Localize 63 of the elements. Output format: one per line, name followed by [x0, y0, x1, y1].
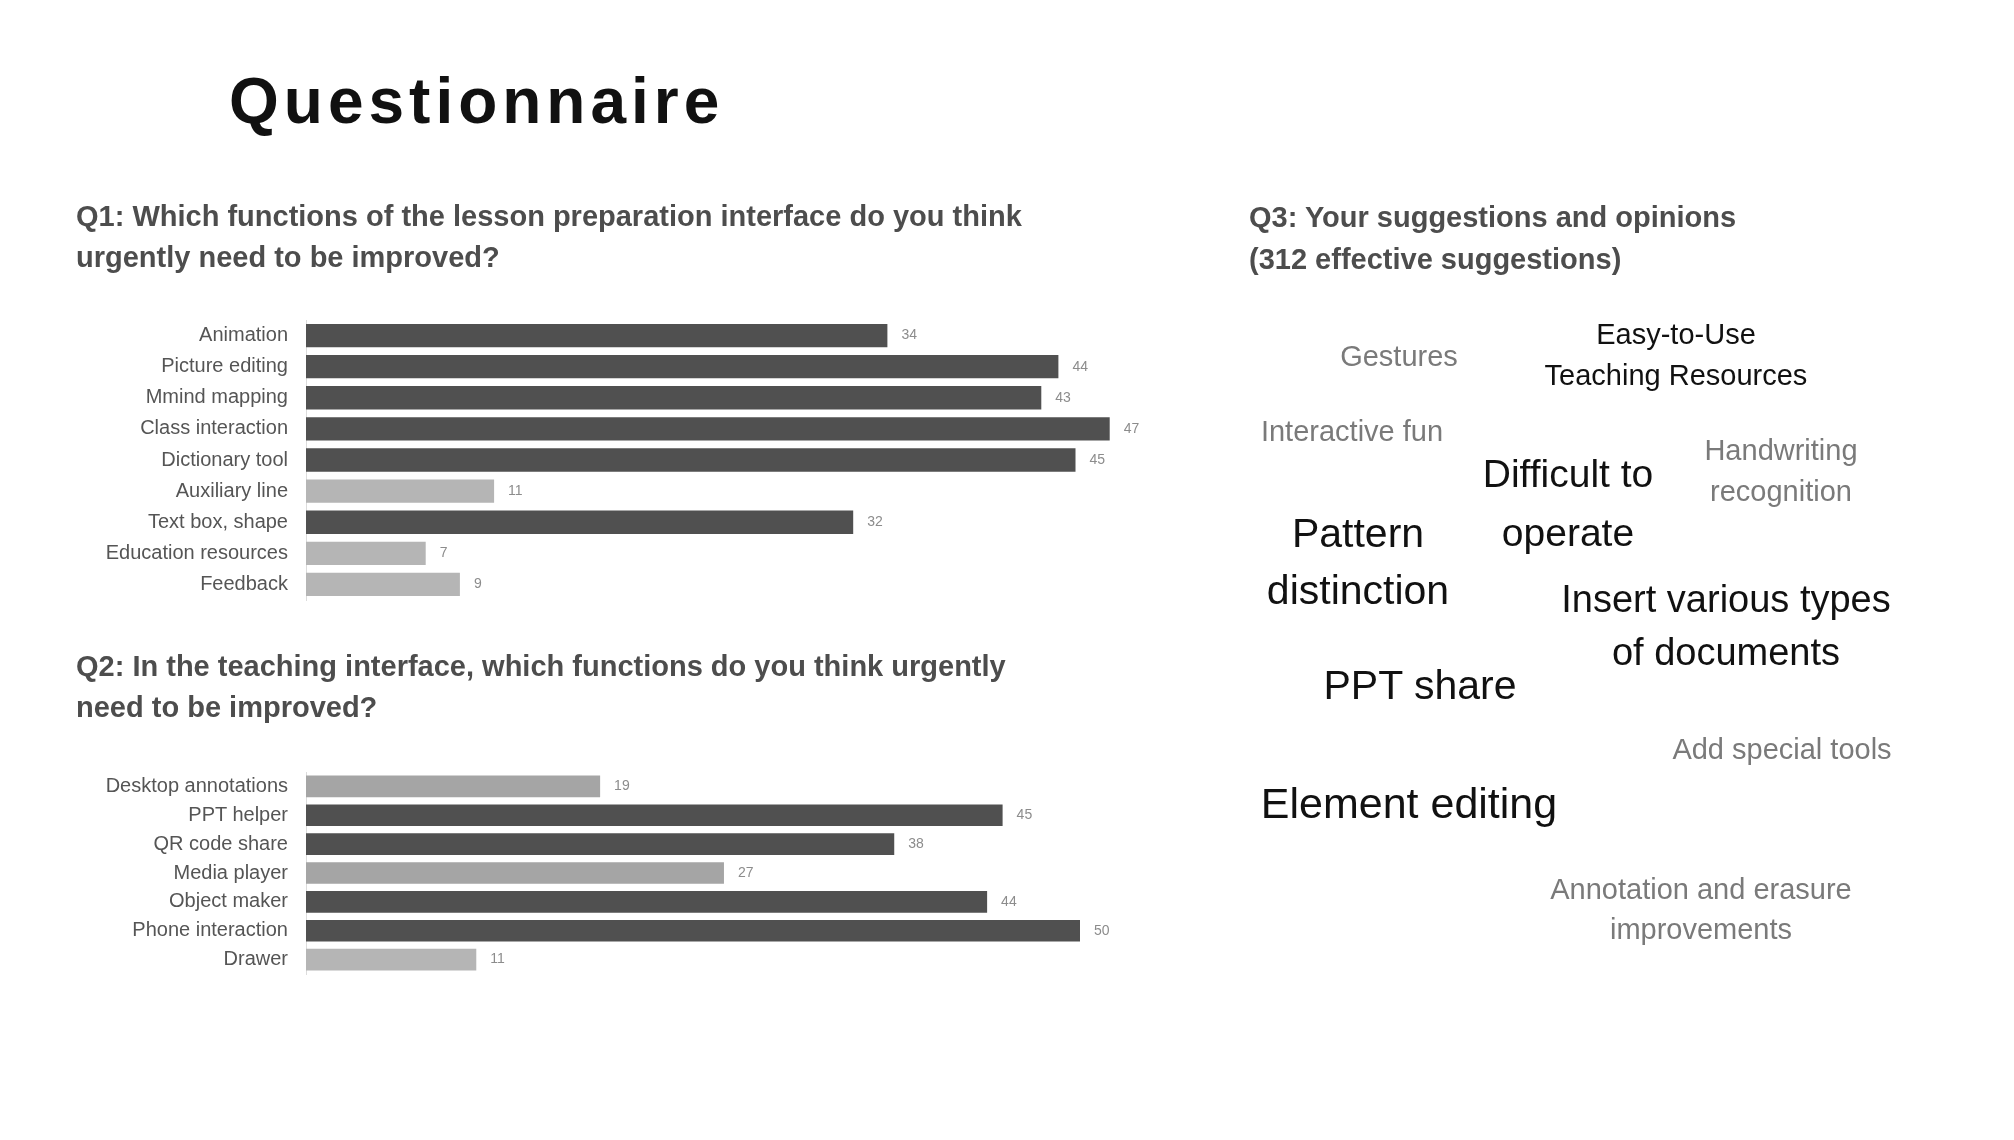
- data-label: 11: [490, 950, 506, 967]
- bar: [306, 541, 426, 565]
- bar: [306, 479, 495, 503]
- text: Difficult to operate: [1482, 451, 1654, 556]
- text: Gestures: [1340, 338, 1458, 374]
- data-label: 45: [1016, 806, 1033, 823]
- y-tick-label: Phone interaction: [132, 918, 288, 941]
- bar: [306, 417, 1110, 441]
- data-label: 27: [737, 863, 754, 880]
- bar: [306, 919, 1080, 942]
- text: Questionnaire: [229, 65, 725, 137]
- bar: [306, 355, 1059, 379]
- text: Pattern distinction: [1266, 509, 1450, 615]
- chart-title: Q2: In the teaching interface, which functions do you think urgently need to be improved?: [76, 649, 1007, 725]
- bar: [306, 572, 460, 597]
- data-label: 50: [1094, 921, 1110, 938]
- y-tick-label: Animation: [199, 323, 288, 346]
- data-label: 47: [1123, 419, 1140, 436]
- bar: [306, 833, 895, 855]
- bar: [306, 862, 724, 884]
- y-tick-label: Mmind mapping: [145, 385, 288, 408]
- data-label: 11: [508, 481, 523, 498]
- bar: [306, 891, 988, 913]
- text: Annotation and erasure improvements: [1550, 872, 1852, 947]
- data-label: 34: [901, 326, 918, 343]
- y-tick-label: Picture editing: [161, 354, 288, 377]
- text: Q3: Your suggestions and opinions (312 effective suggestions): [1249, 200, 1738, 277]
- text: Easy-to-Use Teaching Resources: [1544, 317, 1808, 393]
- y-tick-label: Text box, shape: [147, 509, 288, 532]
- y-tick-label: Feedback: [200, 571, 289, 594]
- y-tick-label: PPT helper: [188, 802, 289, 825]
- y-tick-label: Class interaction: [140, 416, 288, 439]
- bar: [306, 804, 1003, 827]
- text: Insert various types of documents: [1561, 577, 1891, 675]
- data-label: 43: [1055, 388, 1072, 405]
- bar: [306, 510, 854, 534]
- data-label: 38: [908, 835, 925, 851]
- text: Handwriting recognition: [1704, 433, 1858, 509]
- bar: [306, 386, 1042, 410]
- y-tick-label: QR code share: [153, 831, 288, 854]
- bar: [306, 323, 888, 348]
- text: PPT share: [1323, 661, 1517, 711]
- y-tick-label: Desktop annotations: [105, 773, 288, 796]
- bar: [306, 948, 477, 971]
- chart-title: Q1: Which functions of the lesson preparation interface do you think urgently need to be improved?: [76, 199, 1023, 275]
- data-label: 32: [867, 513, 883, 530]
- data-label: 9: [473, 575, 482, 592]
- y-tick-label: Drawer: [223, 947, 289, 970]
- y-tick-label: Object maker: [169, 889, 289, 912]
- y-tick-label: Media player: [173, 860, 289, 883]
- y-tick-label: Auxiliary line: [175, 478, 288, 501]
- data-label: 44: [1001, 892, 1017, 909]
- text: Interactive fun: [1260, 413, 1444, 449]
- data-label: 19: [614, 777, 630, 794]
- data-label: 45: [1089, 450, 1106, 467]
- y-tick-label: Education resources: [105, 540, 288, 563]
- bar: [306, 448, 1076, 472]
- data-label: 44: [1072, 357, 1089, 374]
- y-tick-label: Dictionary tool: [161, 447, 288, 470]
- text: Element editing: [1260, 778, 1558, 830]
- text: Add special tools: [1672, 732, 1892, 768]
- bar: [306, 775, 601, 798]
- data-label: 7: [439, 544, 448, 561]
